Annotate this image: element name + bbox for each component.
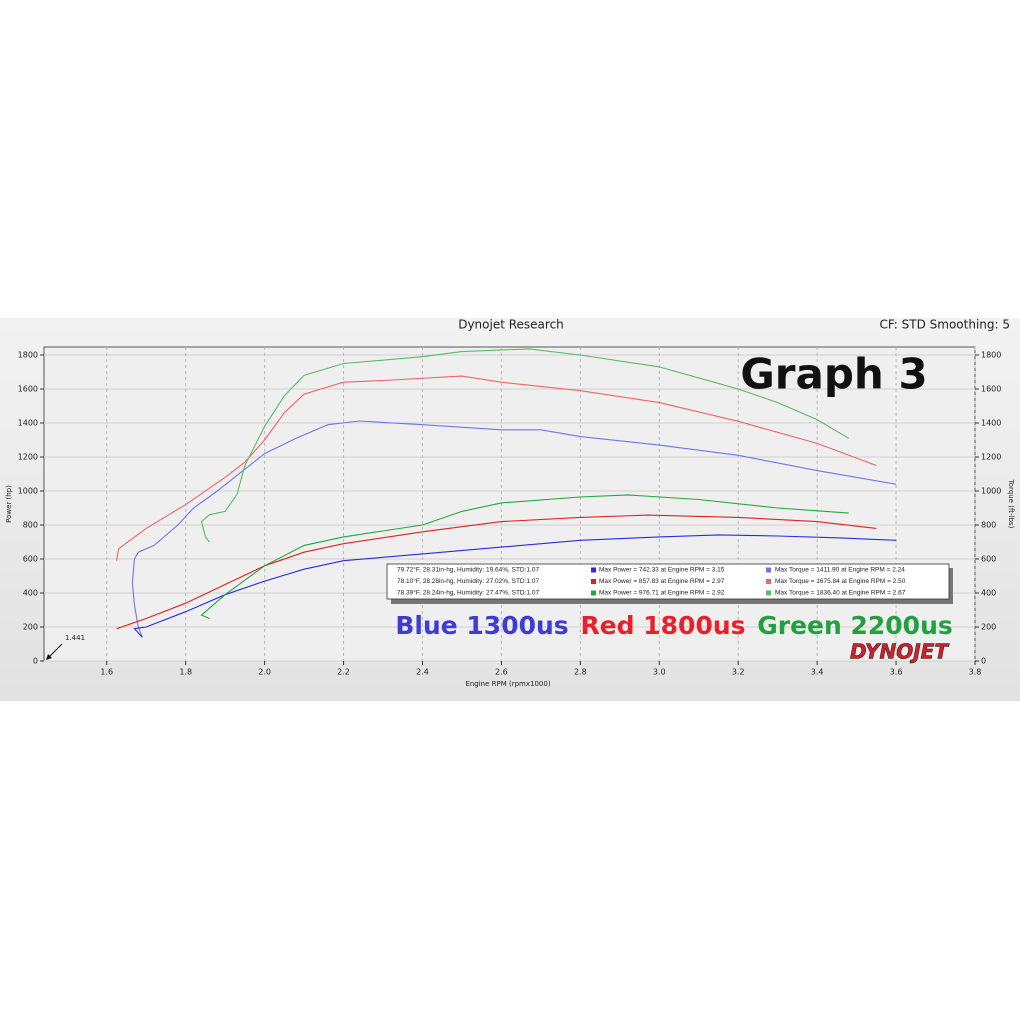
legend-max-torque: Max Torque = 1675.84 at Engine RPM = 2.5… xyxy=(775,578,906,585)
x-tick-label: 2.2 xyxy=(337,668,350,677)
x-tick-label: 2.6 xyxy=(495,668,508,677)
legend-conditions: 78.10°F, 28.28in-hg, Humidity: 27.02%, S… xyxy=(397,577,539,585)
y2-tick-label: 1600 xyxy=(981,385,1001,394)
run-label: Red 1800us xyxy=(580,611,745,640)
y-tick-label: 800 xyxy=(23,521,38,530)
legend-conditions: 78.39°F, 28.24in-hg, Humidity: 27.47%, S… xyxy=(397,589,539,597)
annotation-arrowhead xyxy=(46,654,52,660)
y-tick-label: 400 xyxy=(23,589,38,598)
x-tick-label: 2.4 xyxy=(416,668,429,677)
legend-max-power: Max Power = 742.33 at Engine RPM = 3.15 xyxy=(599,567,725,574)
y2-tick-label: 1800 xyxy=(981,351,1001,360)
y2-tick-label: 1200 xyxy=(981,453,1001,462)
x-tick-label: 3.6 xyxy=(890,668,903,677)
y-tick-label: 1400 xyxy=(18,419,38,428)
legend-max-power: Max Power = 976.71 at Engine RPM = 2.92 xyxy=(599,590,725,597)
torque-line xyxy=(200,348,849,543)
logo: DYNOJET xyxy=(850,640,949,664)
x-tick-label: 2.0 xyxy=(258,668,271,677)
y2-axis-label: Torque (ft-lbs) xyxy=(1007,479,1015,529)
annotation: 1.441 xyxy=(65,634,85,642)
run-label: Blue 1300us xyxy=(395,611,568,640)
legend-swatch xyxy=(766,590,771,596)
y2-tick-label: 1000 xyxy=(981,487,1001,496)
power-line xyxy=(116,514,877,630)
y-tick-label: 1200 xyxy=(18,453,38,462)
y2-tick-label: 800 xyxy=(981,521,996,530)
legend-swatch xyxy=(591,590,596,596)
x-tick-label: 3.2 xyxy=(732,668,745,677)
y2-tick-label: 200 xyxy=(981,623,996,632)
legend-max-torque: Max Torque = 1836.40 at Engine RPM = 2.6… xyxy=(775,590,906,597)
y2-tick-label: 1400 xyxy=(981,419,1001,428)
legend-swatch xyxy=(766,567,771,573)
graph-heading: Graph 3 xyxy=(740,350,927,399)
torque-line xyxy=(131,420,897,638)
y-tick-label: 0 xyxy=(33,657,38,666)
legend-swatch xyxy=(591,567,596,573)
y-tick-label: 1600 xyxy=(18,385,38,394)
legend-max-torque: Max Torque = 1411.90 at Engine RPM = 2.2… xyxy=(775,567,905,574)
x-tick-label: 3.4 xyxy=(811,668,824,677)
torque-line xyxy=(116,375,877,561)
y2-tick-label: 0 xyxy=(981,657,986,666)
x-axis-label: Engine RPM (rpmx1000) xyxy=(465,680,550,688)
y-tick-label: 1800 xyxy=(18,351,38,360)
x-tick-label: 2.8 xyxy=(574,668,587,677)
power-line xyxy=(200,494,849,620)
legend-conditions: 79.72°F, 28.31in-hg, Humidity: 19.64%, S… xyxy=(397,566,539,574)
x-tick-label: 1.8 xyxy=(179,668,192,677)
y2-tick-label: 600 xyxy=(981,555,996,564)
legend-max-power: Max Power = 857.83 at Engine RPM = 2.97 xyxy=(599,578,725,585)
y-tick-label: 600 xyxy=(23,555,38,564)
power-line xyxy=(133,534,897,638)
legend-swatch xyxy=(591,579,596,584)
x-tick-label: 3.8 xyxy=(969,668,982,677)
x-tick-label: 1.6 xyxy=(100,668,113,677)
y-axis-label: Power (hp) xyxy=(5,485,13,523)
x-tick-label: 3.0 xyxy=(653,668,666,677)
legend-swatch xyxy=(766,579,771,584)
legend-box xyxy=(386,563,950,600)
chart-subtitle: CF: STD Smoothing: 5 xyxy=(879,318,1010,332)
run-label: Green 2200us xyxy=(757,611,953,640)
y2-tick-label: 400 xyxy=(981,589,996,598)
y-tick-label: 1000 xyxy=(18,487,38,496)
y-tick-label: 200 xyxy=(23,623,38,632)
chart-title: Dynojet Research xyxy=(458,318,564,332)
